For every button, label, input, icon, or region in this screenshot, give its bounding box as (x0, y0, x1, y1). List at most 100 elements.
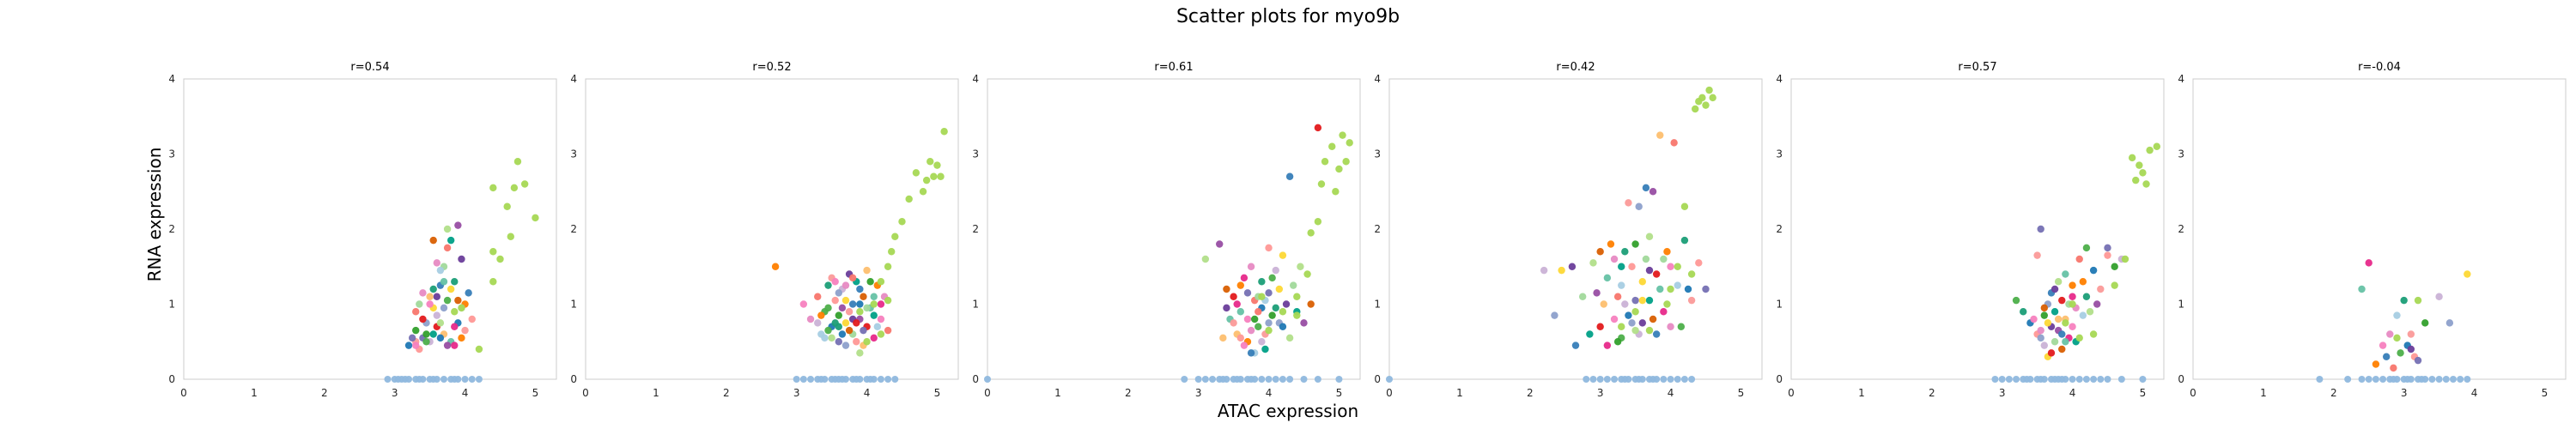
data-point (1279, 323, 1287, 330)
data-point-highlight (532, 214, 539, 222)
data-point (848, 274, 857, 282)
data-point (451, 341, 459, 349)
data-point-highlight (1307, 229, 1315, 237)
data-point (2421, 319, 2429, 327)
data-point (2082, 244, 2091, 252)
x-tick-label: 1 (1858, 387, 1865, 399)
data-point-zero (2449, 376, 2457, 383)
y-tick-label: 0 (972, 373, 979, 385)
data-point (838, 304, 847, 312)
data-point (870, 334, 878, 342)
data-point-highlight (927, 158, 934, 166)
data-point (853, 338, 860, 346)
data-point-zero (2407, 376, 2415, 383)
y-tick-label: 3 (972, 148, 979, 160)
data-point (860, 293, 867, 300)
data-point-highlight (451, 308, 459, 316)
x-tick-label: 1 (1456, 387, 1463, 399)
data-point (433, 259, 440, 267)
data-point (422, 338, 430, 346)
data-point (824, 304, 832, 312)
data-point-highlight (940, 128, 948, 136)
data-point (828, 334, 835, 342)
data-point (2054, 278, 2063, 286)
data-point-zero (1653, 376, 1661, 383)
data-point-zero (870, 376, 878, 383)
data-point (1656, 131, 1664, 139)
y-tick-label: 2 (972, 223, 979, 235)
data-point (838, 330, 847, 338)
data-point (1631, 326, 1639, 335)
data-point (1635, 202, 1643, 210)
data-point (856, 285, 864, 293)
x-tick-label: 0 (1386, 387, 1393, 399)
data-point-highlight (930, 172, 938, 180)
data-point-zero (1603, 376, 1611, 383)
data-point-highlight (1332, 188, 1340, 196)
data-point-zero (2344, 376, 2352, 383)
data-point (2407, 345, 2415, 353)
data-point (1618, 263, 1625, 270)
data-point-highlight (1663, 300, 1671, 308)
y-axis-label: RNA expression (144, 148, 165, 282)
data-point-highlight (870, 300, 878, 308)
data-point (2407, 330, 2415, 338)
data-point-highlight (513, 158, 522, 166)
x-tick-label: 1 (2260, 387, 2267, 399)
data-point (1687, 296, 1696, 305)
x-tick-label: 3 (1195, 387, 1202, 399)
data-point (1621, 300, 1629, 308)
y-tick-label: 3 (2178, 148, 2184, 160)
data-point (1667, 323, 1674, 330)
data-point-zero (433, 376, 440, 383)
data-point-highlight (1667, 285, 1674, 293)
data-point-zero (2117, 376, 2125, 383)
x-tick-label: 0 (180, 387, 187, 399)
data-point (1258, 278, 1266, 286)
data-point-highlight (884, 296, 892, 305)
data-point (454, 296, 462, 305)
data-point (443, 225, 452, 233)
data-point (433, 311, 440, 319)
data-point (1578, 293, 1587, 300)
data-point-highlight (877, 330, 885, 338)
data-point (1652, 330, 1661, 338)
data-point (1645, 296, 1654, 305)
data-point (1275, 285, 1284, 293)
data-point (2089, 266, 2098, 275)
data-point (873, 323, 882, 330)
data-point (1285, 172, 1294, 180)
data-point (1258, 338, 1266, 346)
y-tick-label: 1 (1374, 299, 1381, 311)
data-point (468, 315, 476, 323)
data-point-zero (1596, 376, 1604, 383)
data-point (1236, 281, 1244, 289)
x-tick-label: 3 (793, 387, 800, 399)
data-point (1282, 300, 1291, 308)
data-point-highlight (2153, 142, 2161, 150)
data-point (2069, 323, 2076, 330)
data-point (419, 315, 427, 323)
data-point (2386, 330, 2394, 338)
x-tick-label: 3 (1597, 387, 1604, 399)
data-point (1645, 233, 1654, 240)
data-point (2093, 300, 2101, 308)
data-point-highlight (1680, 202, 1689, 210)
panel-title: r=0.42 (1556, 61, 1595, 74)
data-point (1628, 263, 1636, 270)
data-point (412, 308, 420, 316)
data-point (1642, 255, 1650, 263)
data-point (1571, 341, 1580, 349)
x-tick-label: 3 (2401, 387, 2408, 399)
data-point (1638, 296, 1646, 305)
data-point-highlight (2132, 176, 2140, 184)
data-point (1265, 319, 1273, 327)
data-point (1652, 270, 1661, 278)
data-point (1223, 304, 1230, 312)
data-point-highlight (1293, 293, 1301, 300)
data-point (1300, 319, 1308, 327)
data-point (2082, 293, 2091, 300)
x-axis-label: ATAC expression (1218, 401, 1358, 421)
data-point-zero (1660, 376, 1668, 383)
x-tick-label: 5 (934, 387, 941, 399)
